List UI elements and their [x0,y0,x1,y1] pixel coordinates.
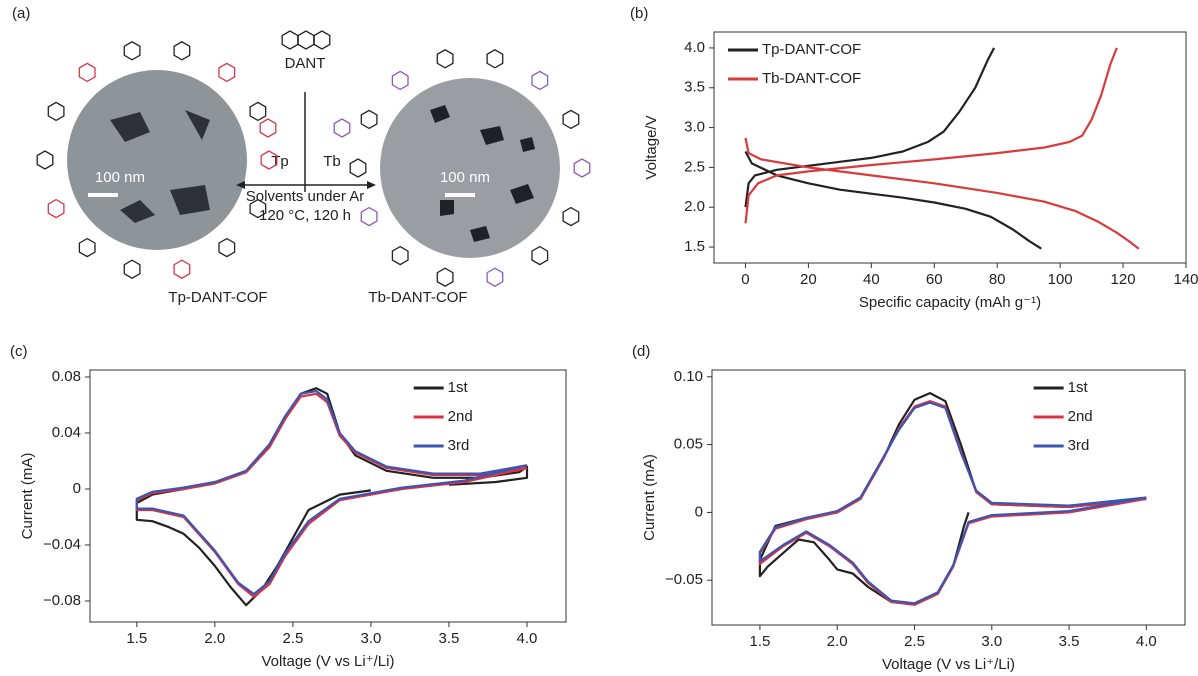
x-axis-label: Specific capacity (mAh g⁻¹) [859,294,1041,311]
panel-label: (d) [632,343,650,360]
ring [298,31,314,49]
x-tick-label: 80 [989,271,1006,288]
y-tick-label: 0.05 [674,436,703,453]
y-axis-label: Current (mA) [19,453,36,540]
ring [219,239,235,257]
y-tick-label: 2.5 [684,158,705,175]
x-tick-label: 3.0 [360,630,381,647]
x-tick-label: 3.0 [981,633,1002,650]
x-tick-label: 3.5 [439,630,460,647]
x-tick-label: 40 [863,271,880,288]
aldehyde-label: Tp [271,153,289,170]
x-tick-label: 2.0 [827,633,848,650]
x-tick-label: 3.5 [1059,633,1080,650]
ring [392,247,408,265]
product-label: Tp-DANT-COF [168,289,267,306]
sem-image [67,70,247,250]
ring [250,102,266,120]
legend-label: 2nd [1068,408,1093,425]
x-tick-label: 60 [926,271,943,288]
x-tick-label: 1.5 [126,630,147,647]
legend-label: 3rd [448,437,470,454]
ring [124,260,140,278]
ring [174,260,190,278]
plot-frame [714,32,1186,263]
series-line [760,403,1147,604]
ring [361,110,377,128]
ring [48,102,64,120]
ring [350,159,366,177]
x-tick-label: 0 [741,271,749,288]
y-axis-label: Current (mA) [641,454,658,541]
y-tick-label: −0.08 [43,592,81,609]
legend-label: 2nd [448,408,473,425]
ring [487,50,503,68]
ring [260,119,276,137]
ring [37,151,53,169]
ring [437,50,453,68]
ring [219,63,235,81]
ring [79,63,95,81]
x-tick-label: 4.0 [517,630,538,647]
legend-label: 3rd [1068,437,1090,454]
y-tick-label: 1.5 [684,238,705,255]
ring [563,110,579,128]
ring [437,268,453,286]
x-axis-label: Voltage (V vs Li⁺/Li) [882,656,1015,673]
ring [563,208,579,226]
y-tick-label: 0.04 [52,424,81,441]
plot-frame [90,370,566,622]
legend-label: Tp-DANT-COF [762,41,861,58]
ring [79,239,95,257]
x-tick-label: 2.5 [282,630,303,647]
y-tick-label: 4.0 [684,39,705,56]
ring [392,71,408,89]
ring [174,42,190,60]
ring [574,159,590,177]
product-label: Tb-DANT-COF [368,289,467,306]
x-tick-label: 2.5 [904,633,925,650]
condition: 120 °C, 120 h [259,207,351,224]
y-tick-label: 0 [73,480,81,497]
monomer-label: DANT [285,55,326,72]
x-tick-label: 4.0 [1136,633,1157,650]
x-tick-label: 20 [800,271,817,288]
ring [334,119,350,137]
x-tick-label: 100 [1048,271,1073,288]
y-tick-label: 3.0 [684,119,705,136]
x-tick-label: 120 [1111,271,1136,288]
y-axis-label: Voltage/V [643,115,660,179]
figure: (a) 100 nm 100 nm DANT Tp Tb Solvents un… [0,0,1198,676]
scale-label: 100 nm [440,169,490,186]
x-tick-label: 1.5 [749,633,770,650]
ring [124,42,140,60]
y-tick-label: 0 [695,503,703,520]
x-tick-label: 2.0 [204,630,225,647]
y-tick-label: −0.04 [43,536,81,553]
panel-label: (c) [10,343,28,360]
ring [532,247,548,265]
legend-label: Tb-DANT-COF [762,70,861,87]
y-tick-label: 0.08 [52,368,81,385]
scheme: 100 nm 100 nm DANT Tp Tb Solvents under … [67,55,560,306]
y-tick-label: 2.0 [684,198,705,215]
ring [48,200,64,218]
panel-label: (a) [12,5,30,22]
y-tick-label: 0.10 [674,368,703,385]
x-axis-label: Voltage (V vs Li⁺/Li) [262,653,395,670]
y-tick-label: −0.05 [665,571,703,588]
ring [282,31,298,49]
ring [314,31,330,49]
ring [487,268,503,286]
x-tick-label: 140 [1173,271,1198,288]
aldehyde-label: Tb [323,153,341,170]
legend-label: 1st [448,379,469,396]
ring [361,208,377,226]
ring [532,71,548,89]
y-tick-label: 3.5 [684,79,705,96]
panel-label: (b) [630,5,648,22]
legend-label: 1st [1068,379,1089,396]
scale-label: 100 nm [95,169,145,186]
